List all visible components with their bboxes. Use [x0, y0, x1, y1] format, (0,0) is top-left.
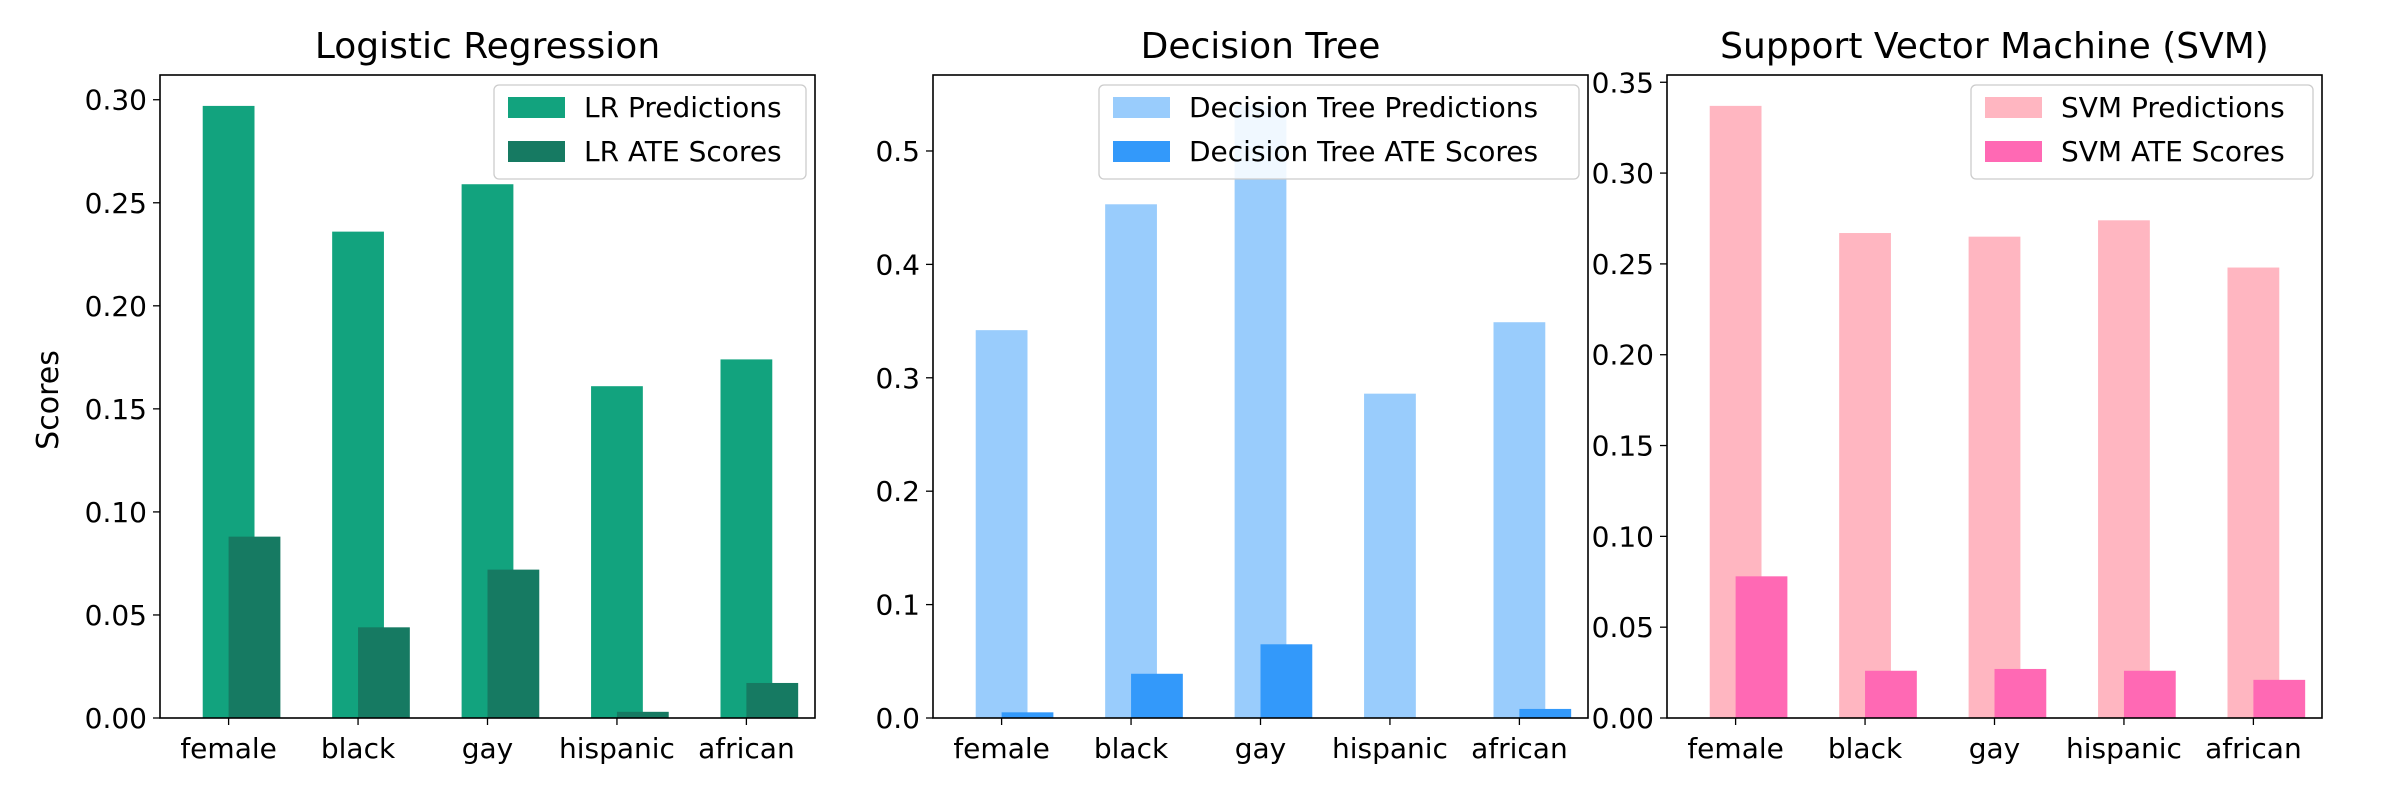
y-tick-label: 0.10 [1592, 520, 1654, 553]
legend-swatch [1985, 141, 2042, 162]
y-tick-label: 0.4 [875, 248, 920, 281]
y-tick-label: 0.15 [85, 393, 147, 426]
legend-swatch [508, 141, 565, 162]
x-tick-label: african [2205, 732, 2302, 765]
y-tick-label: 0.15 [1592, 430, 1654, 463]
bar-prediction-african [720, 359, 773, 718]
bar-prediction-black [1839, 233, 1891, 718]
x-tick-label: female [1687, 732, 1784, 765]
bar-ate-hispanic [2123, 670, 2176, 718]
legend-label: Decision Tree Predictions [1189, 91, 1538, 124]
bar-prediction-hispanic [591, 386, 643, 718]
legend-swatch [1985, 97, 2042, 118]
legend: LR Predictions LR ATE Scores [493, 84, 807, 180]
bar-ate-gay [1994, 668, 2047, 718]
legend: Decision Tree Predictions Decision Tree A… [1098, 84, 1580, 180]
bar-prediction-female [975, 330, 1028, 718]
legend-swatch [1113, 97, 1170, 118]
y-tick-label: 0.1 [875, 589, 920, 622]
x-tick-label: black [321, 732, 396, 765]
x-tick-label: gay [1969, 732, 2021, 765]
y-tick-label: 0.0 [875, 702, 920, 735]
axes-frame [1666, 74, 2323, 719]
bar-ate-african [2253, 679, 2306, 718]
chart-title: Decision Tree [1141, 26, 1381, 67]
y-tick-label: 0.00 [1592, 702, 1654, 735]
y-tick-label: 0.2 [875, 475, 920, 508]
chart-panel-2: Decision Tree female black gay hispanic afric… [875, 26, 1589, 765]
bar-prediction-african [2227, 267, 2280, 718]
y-tick-label: 0.20 [85, 290, 147, 323]
bar-ate-african [1519, 708, 1572, 718]
x-tick-label: female [180, 732, 277, 765]
y-tick-label: 0.30 [85, 84, 147, 117]
y-tick-label: 0.20 [1592, 339, 1654, 372]
bar-ate-gay [1260, 644, 1313, 718]
x-tick-label: gay [1235, 732, 1287, 765]
bar-prediction-gay [1968, 236, 2021, 718]
bar-prediction-black [1105, 204, 1157, 718]
legend-label: LR ATE Scores [584, 135, 782, 168]
legend-swatch [1113, 141, 1170, 162]
legend-box [1970, 84, 2314, 180]
bar-prediction-hispanic [1364, 393, 1416, 718]
x-tick-label: black [1828, 732, 1903, 765]
y-tick-label: 0.00 [85, 702, 147, 735]
y-tick-label: 0.25 [1592, 248, 1654, 281]
legend-box [493, 84, 807, 180]
bar-prediction-gay [1234, 105, 1287, 719]
y-tick-label: 0.05 [85, 599, 147, 632]
chart-title: Support Vector Machine (SVM) [1720, 26, 2269, 67]
x-tick-label: hispanic [559, 732, 675, 765]
bar-prediction-hispanic [2098, 220, 2150, 718]
chart-panel-3: Support Vector Machine (SVM) female black g… [1592, 26, 2323, 765]
legend: SVM Predictions SVM ATE Scores [1970, 84, 2314, 180]
bar-ate-african [746, 682, 799, 718]
y-tick-label: 0.5 [875, 135, 920, 168]
legend-box [1098, 84, 1580, 180]
bar-ate-hispanic [616, 711, 669, 718]
legend-label: SVM ATE Scores [2061, 135, 2285, 168]
x-tick-label: hispanic [2066, 732, 2182, 765]
axes-frame [932, 74, 1589, 719]
x-tick-label: gay [462, 732, 514, 765]
bar-ate-black [358, 627, 410, 718]
y-tick-label: 0.10 [85, 496, 147, 529]
bar-ate-gay [487, 569, 540, 718]
y-tick-label: 0.25 [85, 187, 147, 220]
x-tick-label: female [953, 732, 1050, 765]
y-tick-label: 0.05 [1592, 611, 1654, 644]
legend-label: SVM Predictions [2061, 91, 2285, 124]
x-tick-label: african [698, 732, 795, 765]
y-tick-label: 0.3 [875, 362, 920, 395]
y-axis-label: Scores [31, 350, 66, 450]
x-tick-label: african [1471, 732, 1568, 765]
x-tick-label: hispanic [1332, 732, 1448, 765]
bar-prediction-african [1493, 322, 1546, 718]
legend-swatch [508, 97, 565, 118]
chart-panel-1: Logistic Regression female black gay hispani… [85, 26, 816, 765]
bar-ate-black [1131, 673, 1183, 718]
axes-frame [159, 74, 816, 719]
bar-ate-female [228, 536, 281, 718]
y-tick-label: 0.35 [1592, 66, 1654, 99]
chart-title: Logistic Regression [315, 26, 660, 67]
bar-ate-female [1735, 576, 1788, 718]
legend-label: LR Predictions [584, 91, 782, 124]
bar-ate-female [1001, 712, 1054, 718]
x-tick-label: black [1094, 732, 1169, 765]
y-tick-label: 0.30 [1592, 157, 1654, 190]
bar-ate-black [1865, 670, 1917, 718]
legend-label: Decision Tree ATE Scores [1189, 135, 1538, 168]
